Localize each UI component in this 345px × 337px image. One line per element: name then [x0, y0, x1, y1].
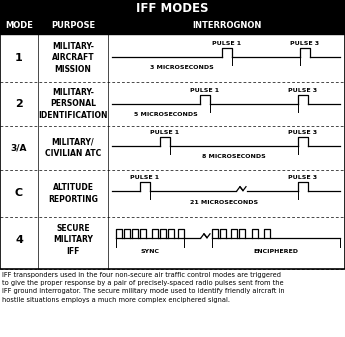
Text: ALTITUDE
REPORTING: ALTITUDE REPORTING	[48, 183, 98, 204]
Text: INTERROGNON: INTERROGNON	[192, 22, 261, 31]
Text: 1: 1	[15, 53, 23, 63]
Text: PURPOSE: PURPOSE	[51, 22, 95, 31]
Text: SYNC: SYNC	[140, 249, 159, 254]
Text: PULSE 3: PULSE 3	[288, 88, 317, 93]
Text: 3 MICROSECONDS: 3 MICROSECONDS	[150, 65, 214, 70]
Text: PULSE 3: PULSE 3	[290, 41, 319, 46]
Text: 3/A: 3/A	[11, 144, 27, 153]
Text: IFF MODES: IFF MODES	[136, 2, 209, 16]
Text: ENCIPHERED: ENCIPHERED	[254, 249, 298, 254]
Text: PULSE 1: PULSE 1	[130, 175, 159, 180]
Text: MILITARY-
AIRCRAFT
MISSION: MILITARY- AIRCRAFT MISSION	[52, 42, 94, 73]
Text: MILITARY/
CIVILIAN ATC: MILITARY/ CIVILIAN ATC	[45, 138, 101, 158]
Text: IFF transponders used in the four non-secure air traffic control modes are trigg: IFF transponders used in the four non-se…	[2, 272, 285, 303]
Bar	[0, 18, 345, 34]
Text: 4: 4	[15, 235, 23, 245]
Text: 2: 2	[15, 99, 23, 109]
Text: 5 MICROSECONDS: 5 MICROSECONDS	[134, 112, 198, 117]
Text: PULSE 1: PULSE 1	[150, 130, 179, 135]
Text: MILITARY-
PERSONAL
IDENTIFICATION: MILITARY- PERSONAL IDENTIFICATION	[38, 88, 108, 120]
Text: PULSE 1: PULSE 1	[190, 88, 219, 93]
Text: 21 MICROSECONDS: 21 MICROSECONDS	[190, 200, 258, 205]
Text: 8 MICROSECONDS: 8 MICROSECONDS	[202, 154, 266, 159]
Text: PULSE 3: PULSE 3	[288, 130, 317, 135]
Bar	[0, 0, 345, 18]
Text: C: C	[15, 188, 23, 198]
Text: MODE: MODE	[5, 22, 33, 31]
Text: PULSE 1: PULSE 1	[213, 41, 242, 46]
Bar	[0, 0, 345, 269]
Text: PULSE 3: PULSE 3	[288, 175, 317, 180]
Text: SECURE
MILITARY
IFF: SECURE MILITARY IFF	[53, 224, 93, 255]
